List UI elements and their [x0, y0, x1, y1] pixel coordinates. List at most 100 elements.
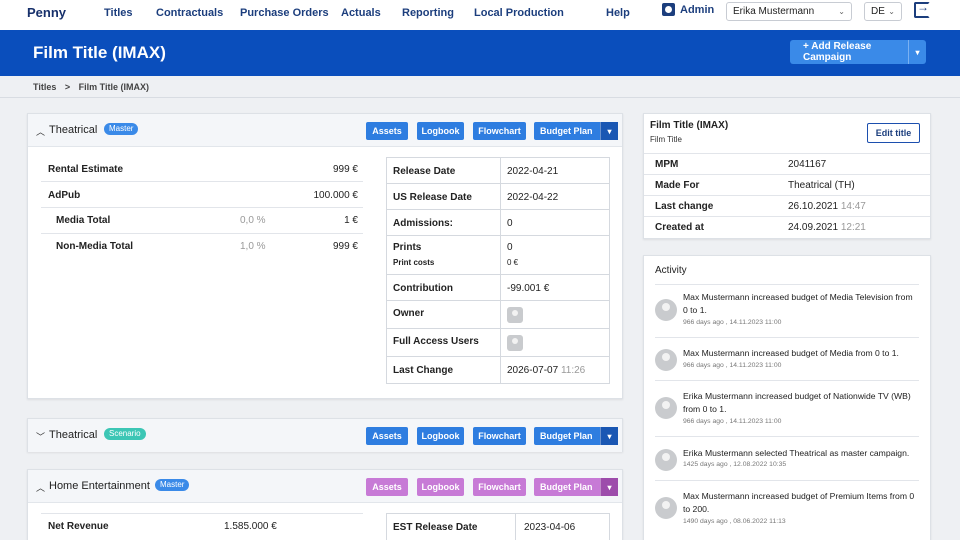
logbook-button[interactable]: Logbook	[417, 122, 464, 140]
made-for-value: Theatrical (TH)	[788, 180, 855, 191]
prints-label: Prints	[393, 242, 422, 253]
nav-local-production[interactable]: Local Production	[474, 7, 564, 19]
budget-plan-label: Budget Plan	[540, 126, 593, 136]
last-change-label: Last change	[655, 201, 714, 212]
info-row: Last change 26.10.2021 14:47	[644, 195, 930, 216]
divider	[41, 207, 363, 208]
logbook-button[interactable]: Logbook	[417, 427, 464, 445]
last-change-value: 2026-07-07 11:26	[507, 365, 585, 376]
avatar	[655, 497, 677, 519]
language-value: DE	[871, 6, 885, 17]
page-title: Film Title (IMAX)	[33, 43, 166, 62]
flowchart-button[interactable]: Flowchart	[473, 427, 526, 445]
activity-item: Erika Mustermann increased budget of Nat…	[655, 380, 919, 436]
activity-meta: 1490 days ago , 08.06.2022 11:13	[683, 518, 786, 525]
nav-titles[interactable]: Titles	[104, 7, 133, 19]
caret-down-icon[interactable]: ▾	[600, 478, 618, 496]
flowchart-button[interactable]: Flowchart	[473, 478, 526, 496]
chevron-up-icon[interactable]: ︿	[36, 127, 46, 137]
assets-button[interactable]: Assets	[366, 427, 408, 445]
activity-text: Erika Mustermann increased budget of Nat…	[683, 391, 911, 414]
chevron-down-icon[interactable]: ﹀	[36, 432, 46, 442]
rental-estimate-value: 999 €	[332, 164, 358, 175]
budget-plan-label: Budget Plan	[540, 431, 593, 441]
media-total-value: 1 €	[344, 215, 358, 226]
app-logo[interactable]: Penny	[27, 5, 67, 20]
info-row: Created at 24.09.2021 12:21	[644, 216, 930, 237]
activity-item: Max Mustermann increased budget of Premi…	[655, 480, 919, 540]
breadcrumb-titles[interactable]: Titles	[33, 82, 57, 92]
activity-meta: 966 days ago , 14.11.2023 11:00	[683, 362, 782, 369]
table-row: Contribution -99.001 €	[387, 275, 609, 301]
add-release-campaign-button[interactable]: + Add Release Campaign ▾	[790, 40, 926, 64]
campaign-details-table: EST Release Date 2023-04-06	[386, 513, 610, 540]
logout-icon[interactable]	[914, 0, 930, 18]
table-row: Owner	[387, 301, 609, 329]
caret-down-icon[interactable]: ▾	[600, 122, 618, 140]
nav-contractuals[interactable]: Contractuals	[156, 7, 224, 19]
table-row: Prints 0 Print costs 0 €	[387, 236, 609, 275]
breadcrumb-current: Film Title (IMAX)	[78, 82, 149, 92]
budget-plan-button[interactable]: Budget Plan ▾	[534, 427, 618, 445]
rental-estimate-label: Rental Estimate	[48, 164, 124, 175]
divider	[0, 97, 960, 98]
user-select[interactable]: Erika Mustermann ⌄	[726, 2, 852, 21]
breadcrumb-separator: >	[64, 82, 71, 92]
activity-text: Max Mustermann increased budget of Media…	[683, 348, 899, 358]
flowchart-button[interactable]: Flowchart	[473, 122, 526, 140]
est-release-date-label: EST Release Date	[393, 522, 478, 533]
language-select[interactable]: DE ⌄	[864, 2, 902, 21]
net-revenue-value: 1.585.000 €	[224, 521, 277, 532]
full-access-users-label: Full Access Users	[393, 336, 479, 347]
edit-title-button[interactable]: Edit title	[867, 123, 920, 143]
admissions-value: 0	[507, 218, 513, 229]
divider	[41, 513, 363, 514]
activity-text: Erika Mustermann selected Theatrical as …	[683, 448, 910, 458]
nav-help[interactable]: Help	[606, 7, 630, 19]
owner-label: Owner	[393, 308, 425, 319]
table-row: Last Change 2026-07-07 11:26	[387, 357, 609, 384]
campaign-card-home-entertainment: ︿ Home Entertainment Master Assets Logbo…	[27, 469, 623, 540]
nav-reporting[interactable]: Reporting	[402, 7, 454, 19]
admin-link[interactable]: Admin	[662, 3, 714, 16]
print-costs-label: Print costs	[393, 258, 435, 267]
chevron-down-icon: ⌄	[888, 7, 895, 16]
est-release-date-value: 2023-04-06	[524, 522, 576, 533]
adpub-label: AdPub	[48, 190, 81, 201]
breadcrumb: Titles > Film Title (IMAX)	[33, 82, 155, 92]
campaign-header: ︿ Theatrical Master Assets Logbook Flowc…	[28, 114, 622, 147]
last-change-time: 14:47	[840, 201, 866, 212]
budget-plan-button[interactable]: Budget Plan ▾	[534, 122, 618, 140]
assets-button[interactable]: Assets	[366, 122, 408, 140]
admissions-label: Admissions:	[393, 218, 454, 229]
campaign-name: Theatrical	[49, 124, 98, 136]
caret-down-icon[interactable]: ▾	[908, 40, 926, 64]
activity-text: Max Mustermann increased budget of Media…	[683, 292, 913, 315]
chevron-up-icon[interactable]: ︿	[36, 483, 46, 493]
chevron-down-icon: ⌄	[838, 7, 845, 16]
made-for-label: Made For	[655, 180, 700, 191]
budget-plan-label: Budget Plan	[540, 482, 593, 492]
table-row: US Release Date 2022-04-22	[387, 184, 609, 210]
nav-purchase-orders[interactable]: Purchase Orders	[240, 7, 329, 19]
avatar[interactable]	[507, 335, 523, 351]
caret-down-icon[interactable]: ▾	[600, 427, 618, 445]
admin-label: Admin	[680, 3, 715, 16]
release-date-value: 2022-04-21	[507, 166, 559, 177]
nav-actuals[interactable]: Actuals	[341, 7, 381, 19]
table-row: Full Access Users	[387, 329, 609, 357]
assets-button[interactable]: Assets	[366, 478, 408, 496]
non-media-total-percent: 1,0 %	[240, 241, 266, 252]
gear-icon	[662, 3, 675, 16]
info-row: Made For Theatrical (TH)	[644, 174, 930, 195]
non-media-total-value: 999 €	[332, 241, 358, 252]
media-total-percent: 0,0 %	[240, 215, 266, 226]
contribution-label: Contribution	[393, 283, 453, 294]
title-header: Film Title (IMAX) + Add Release Campaign…	[0, 30, 960, 76]
avatar	[655, 349, 677, 371]
avatar[interactable]	[507, 307, 523, 323]
logbook-button[interactable]: Logbook	[417, 478, 464, 496]
created-at-date: 24.09.2021	[788, 222, 839, 233]
budget-plan-button[interactable]: Budget Plan ▾	[534, 478, 618, 496]
campaign-header: ﹀ Theatrical Scenario Assets Logbook Flo…	[28, 419, 622, 452]
